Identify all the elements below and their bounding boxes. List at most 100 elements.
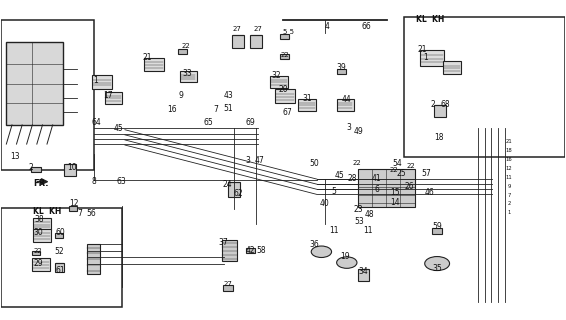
Text: 43: 43 [224,91,233,100]
Bar [1,208,122,307]
Text: 33: 33 [182,68,192,77]
Text: 66: 66 [361,22,371,31]
Text: 44: 44 [342,95,351,104]
Text: FR.: FR. [33,179,49,188]
Text: 22: 22 [280,52,289,59]
Circle shape [311,246,332,258]
Circle shape [337,257,357,268]
Text: 37: 37 [219,238,229,247]
Text: 22: 22 [33,248,42,254]
Bar [31,167,41,172]
Text: 62: 62 [233,189,243,198]
Bar [92,75,113,89]
Text: 2: 2 [431,100,436,109]
Bar [55,233,63,238]
Text: 24: 24 [222,180,232,189]
Bar [105,92,122,104]
Text: 27: 27 [232,26,241,32]
Text: 51: 51 [224,104,233,113]
Text: 10: 10 [67,163,76,172]
Text: 11: 11 [329,226,338,235]
Text: 56: 56 [86,209,96,218]
Text: 59: 59 [432,222,442,231]
Bar [337,99,354,111]
Text: 7: 7 [78,209,82,218]
Text: 3: 3 [246,156,250,164]
Text: 28: 28 [348,174,357,183]
Text: 65: 65 [204,118,213,127]
Bar [434,105,446,117]
Text: 53: 53 [354,217,364,226]
Text: 52: 52 [54,247,63,256]
Text: 8: 8 [92,177,96,186]
Text: 23: 23 [353,205,363,214]
Text: 17: 17 [103,91,113,100]
Bar [87,244,100,274]
Bar [69,206,77,211]
Text: 69: 69 [246,118,256,127]
Bar [404,17,565,157]
Text: 7: 7 [213,106,218,115]
Bar [443,61,461,74]
Text: 19: 19 [340,252,350,261]
Text: 21: 21 [143,53,152,62]
Text: 4: 4 [325,22,329,31]
Text: 13: 13 [10,152,20,161]
Text: 58: 58 [256,246,266,255]
Text: 1: 1 [507,210,511,215]
Text: 21: 21 [505,139,512,144]
Text: 54: 54 [393,159,402,168]
Bar [231,35,244,48]
Bar [432,228,442,234]
Text: 15: 15 [390,188,400,197]
Bar [179,71,196,82]
Text: 16: 16 [505,157,512,162]
Text: 47: 47 [254,156,264,164]
Bar [228,182,240,197]
Bar [246,248,255,253]
Text: 1: 1 [93,76,98,85]
Bar [144,58,165,71]
Text: 9: 9 [179,91,184,100]
Bar [222,240,237,261]
Text: 61: 61 [55,266,65,276]
Bar [1,20,94,170]
Bar [33,229,51,242]
Text: 9: 9 [507,184,511,188]
Text: 2: 2 [28,163,33,172]
Text: 22: 22 [352,160,361,166]
Text: 27: 27 [224,281,233,287]
Bar [32,258,50,271]
Bar [250,35,262,48]
Text: 26: 26 [404,182,414,191]
Text: 38: 38 [35,215,44,224]
Bar [33,218,51,230]
Bar [419,50,444,67]
Bar [223,285,233,291]
Circle shape [424,257,449,270]
Bar [6,42,63,125]
Text: 63: 63 [116,177,126,186]
Text: 11: 11 [363,226,372,235]
Text: 57: 57 [421,169,431,178]
Bar [55,263,64,272]
Text: KL  KH: KL KH [415,15,444,24]
Text: 1: 1 [423,53,428,62]
Bar [337,69,346,74]
Text: 21: 21 [417,45,427,54]
Text: 40: 40 [319,199,329,208]
Text: 27: 27 [253,26,262,32]
Text: KL  KH: KL KH [33,207,62,216]
Text: 64: 64 [92,118,101,127]
Text: 3: 3 [346,123,351,132]
Text: 12: 12 [70,199,79,208]
Text: 5 5: 5 5 [283,28,294,35]
Bar [65,164,76,176]
Bar [32,251,40,255]
Bar [280,54,289,59]
Bar [358,269,370,281]
Text: 49: 49 [353,127,363,136]
Text: 39: 39 [336,63,346,72]
Text: 36: 36 [310,240,319,249]
Text: 50: 50 [310,159,319,168]
